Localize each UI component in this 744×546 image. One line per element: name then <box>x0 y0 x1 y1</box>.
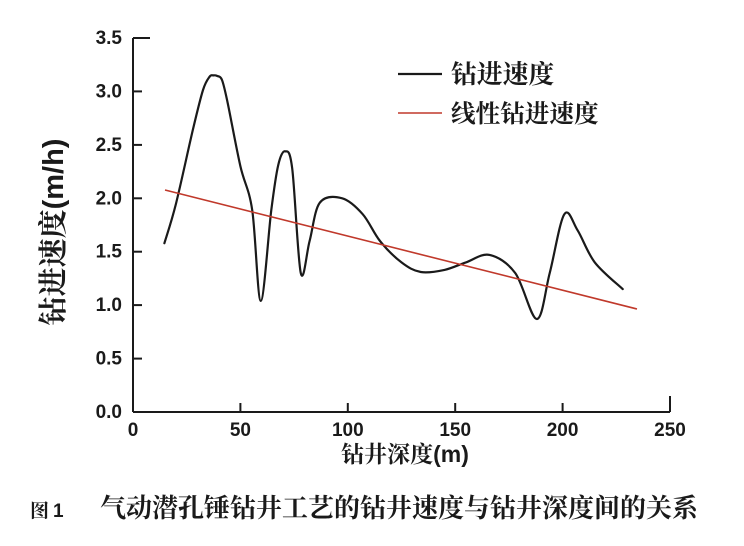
svg-text:1.0: 1.0 <box>96 295 122 316</box>
svg-text:0.5: 0.5 <box>96 349 123 370</box>
svg-text:2.0: 2.0 <box>96 188 122 209</box>
svg-text:0: 0 <box>128 420 139 441</box>
svg-text:150: 150 <box>439 420 471 441</box>
svg-text:钻进速度: 钻进速度 <box>451 59 554 89</box>
svg-text:100: 100 <box>332 420 364 441</box>
svg-text:1.5: 1.5 <box>96 242 123 263</box>
svg-text:250: 250 <box>654 420 686 441</box>
svg-text:气动潜孔锤钻井工艺的钻井速度与钻井深度间的关系: 气动潜孔锤钻井工艺的钻井速度与钻井深度间的关系 <box>100 493 699 523</box>
svg-text:200: 200 <box>547 420 579 441</box>
svg-text:3.5: 3.5 <box>96 28 123 49</box>
svg-text:3.0: 3.0 <box>96 81 122 102</box>
svg-text:钻井深度(m): 钻井深度(m) <box>341 441 469 467</box>
svg-text:0.0: 0.0 <box>96 402 122 423</box>
svg-text:50: 50 <box>230 420 251 441</box>
svg-text:图1: 图1 <box>30 500 64 522</box>
svg-text:2.5: 2.5 <box>96 135 123 156</box>
svg-text:线性钻进速度: 线性钻进速度 <box>451 99 599 128</box>
svg-text:钻进速度(m/h): 钻进速度(m/h) <box>36 139 70 326</box>
